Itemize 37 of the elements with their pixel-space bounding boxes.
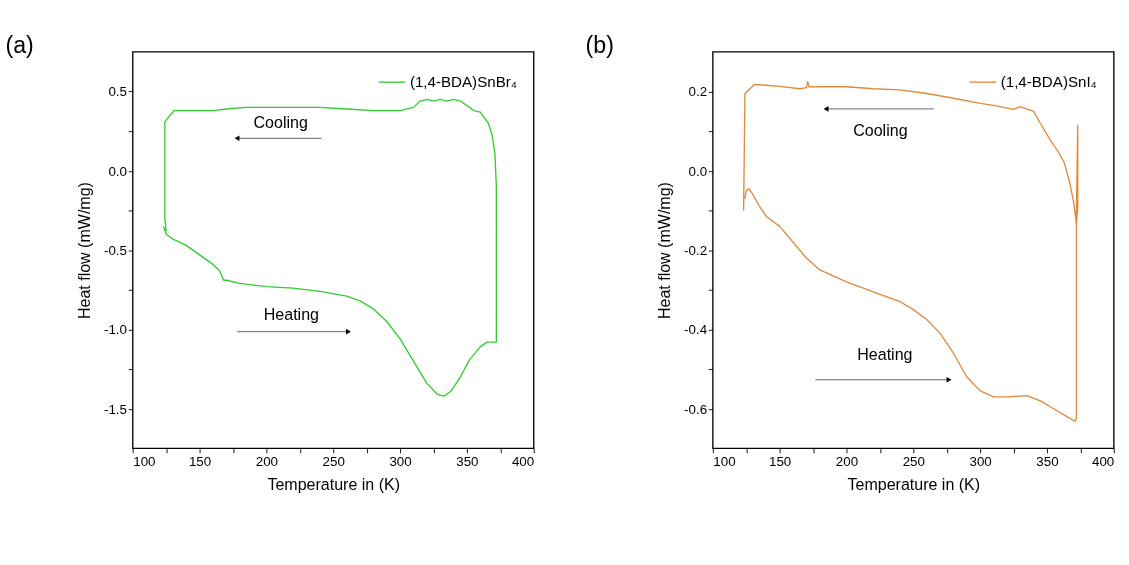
x-axis-title: Temperature in (K)	[847, 474, 981, 493]
y-tick-label: -1.5	[103, 401, 127, 417]
line-series	[162, 98, 497, 397]
x-tick-label: 100	[133, 453, 156, 469]
annotation: Heating	[263, 305, 319, 324]
x-tick-label: 300	[969, 453, 992, 469]
y-tick-label: 0.0	[108, 163, 127, 179]
chart-title: (a)	[5, 31, 34, 58]
x-tick-label: 100	[713, 453, 736, 469]
x-tick-label: 250	[902, 453, 925, 469]
y-axis-title: Heat flow (mW/mg)	[74, 182, 93, 320]
x-tick-label: 400	[511, 453, 535, 469]
y-tick-label: 0.0	[688, 163, 708, 179]
legend-label: (1,4-BDA)SnI₄	[1000, 72, 1097, 90]
y-tick-label: 0.2	[688, 84, 708, 100]
y-tick-label: -0.2	[684, 243, 708, 259]
x-tick-label: 150	[768, 453, 792, 469]
x-tick-label: 300	[389, 453, 412, 469]
x-tick-label: 350	[1036, 453, 1059, 469]
y-tick-label: -1.0	[103, 322, 127, 338]
annotation: Heating	[857, 345, 913, 364]
annotation: Cooling	[853, 120, 908, 139]
legend-label: (1,4-BDA)SnBr₄	[409, 72, 517, 90]
y-tick-label: 0.5	[108, 84, 127, 100]
y-axis-title: Heat flow (mW/mg)	[654, 182, 673, 320]
x-tick-label: 350	[456, 453, 479, 469]
x-tick-label: 200	[835, 453, 859, 469]
chart-title: (b)	[585, 31, 614, 58]
annotation: Cooling	[253, 112, 308, 131]
y-tick-label: -0.4	[684, 322, 708, 338]
x-axis-title: Temperature in (K)	[267, 474, 401, 493]
x-tick-label: 150	[188, 453, 212, 469]
x-tick-label: 400	[1092, 453, 1115, 469]
x-tick-label: 250	[322, 453, 345, 469]
y-tick-label: -0.6	[684, 401, 708, 417]
y-tick-label: -0.5	[103, 243, 127, 259]
x-tick-label: 200	[255, 453, 279, 469]
